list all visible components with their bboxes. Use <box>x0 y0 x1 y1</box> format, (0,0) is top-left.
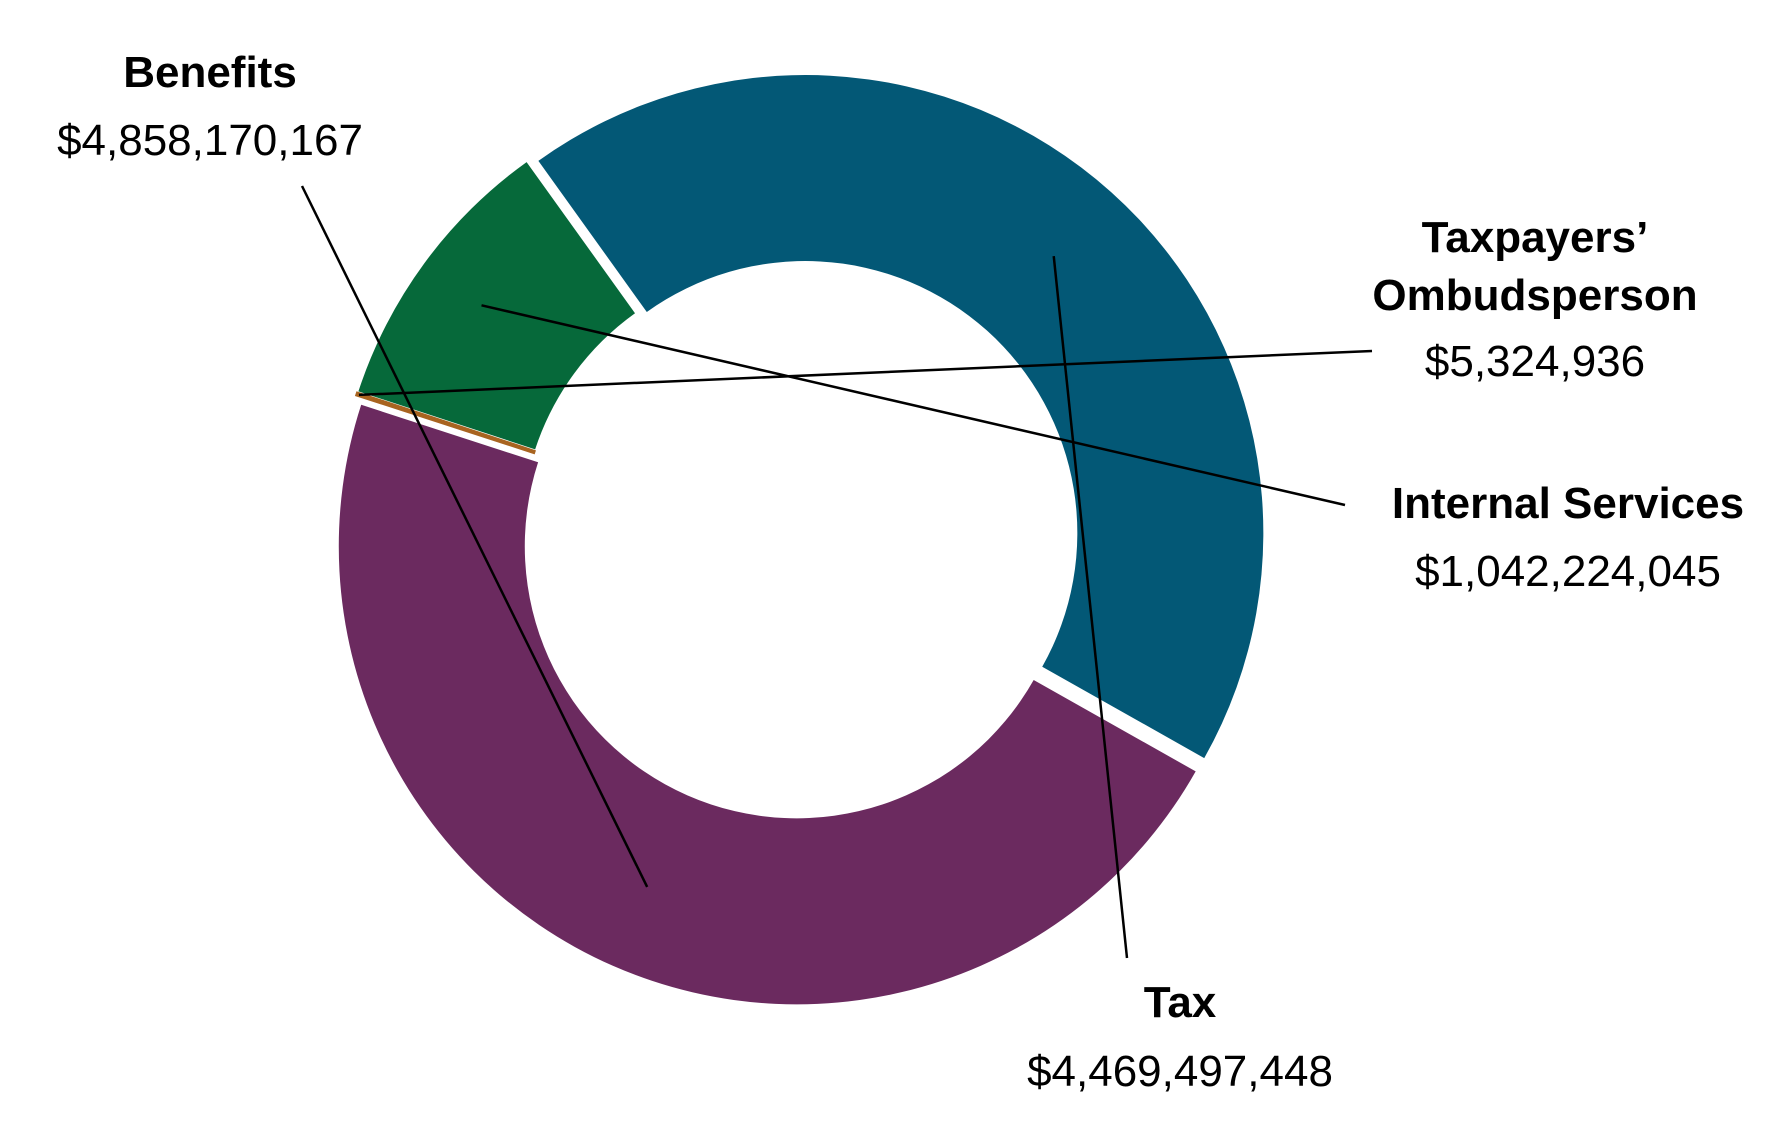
slice-value-benefits: $4,858,170,167 <box>57 116 363 165</box>
donut-slices <box>338 75 1264 1005</box>
leader-line-taxpayers-ombudsperson <box>358 349 1373 397</box>
label-internal-services: Internal Services $1,042,224,045 <box>1392 479 1744 596</box>
leader-line-tax <box>1052 255 1129 959</box>
slice-name-benefits: Benefits <box>123 48 297 97</box>
label-tax: Tax $4,469,497,448 <box>1027 978 1333 1096</box>
slice-name-taxpayers-ombudsperson-line1: Taxpayers’ <box>1422 213 1649 262</box>
slice-value-tax: $4,469,497,448 <box>1027 1047 1333 1096</box>
slice-benefits <box>338 404 1196 1005</box>
slice-name-internal-services: Internal Services <box>1392 479 1744 528</box>
leader-line-benefits <box>300 185 649 888</box>
slice-name-tax: Tax <box>1144 978 1217 1027</box>
slice-taxpayers-ombudsperson <box>354 391 536 455</box>
label-taxpayers-ombudsperson: Taxpayers’ Ombudsperson $5,324,936 <box>1372 213 1697 386</box>
slice-value-taxpayers-ombudsperson: $5,324,936 <box>1425 337 1645 386</box>
slice-internal-services <box>358 162 636 450</box>
slice-name-taxpayers-ombudsperson-line2: Ombudsperson <box>1372 271 1697 320</box>
leader-lines <box>300 185 1373 959</box>
label-benefits: Benefits $4,858,170,167 <box>57 48 363 165</box>
leader-line-internal-services <box>481 304 1346 507</box>
slice-tax <box>538 75 1264 759</box>
slice-value-internal-services: $1,042,224,045 <box>1415 547 1721 596</box>
